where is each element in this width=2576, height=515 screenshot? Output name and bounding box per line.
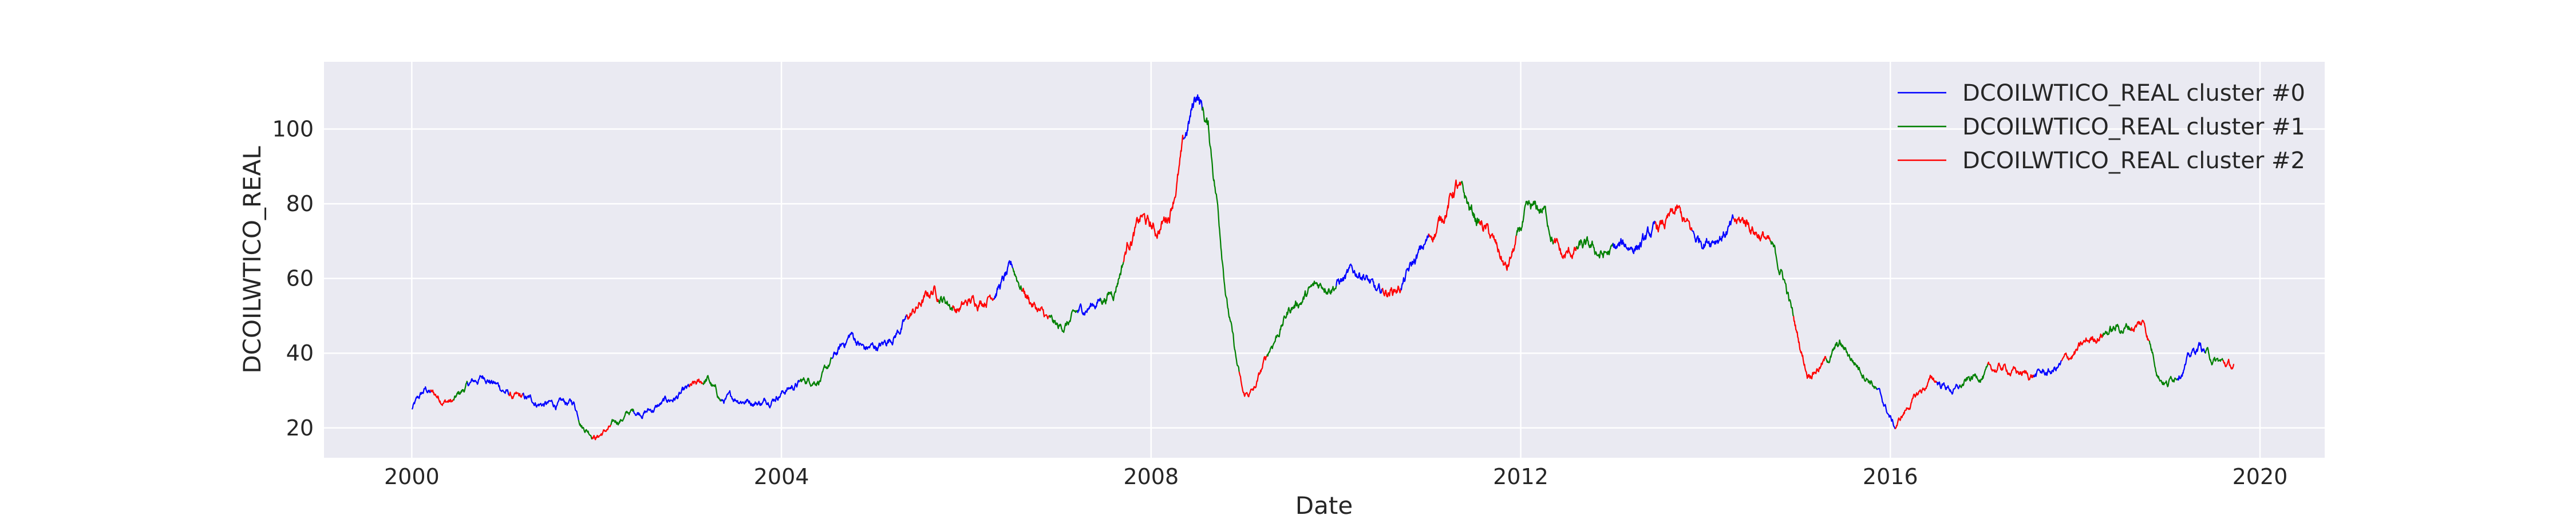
series-segment-cluster-0	[1612, 220, 1656, 255]
series-segment-cluster-0	[411, 386, 432, 410]
series-segment-cluster-0	[1876, 387, 1896, 430]
x-tick-label: 2012	[1493, 464, 1548, 489]
series-segment-cluster-1	[453, 381, 468, 401]
x-tick-label: 2008	[1123, 464, 1179, 489]
series-segment-cluster-2	[906, 285, 940, 320]
series-segment-cluster-2	[1123, 134, 1184, 263]
x-tick-label: 2016	[1863, 464, 1918, 489]
x-axis-label: Date	[1295, 492, 1353, 515]
series-segment-cluster-1	[1049, 309, 1078, 333]
series-segment-cluster-1	[2102, 323, 2131, 337]
series-segment-cluster-1	[1515, 200, 1554, 245]
y-tick-label: 80	[286, 191, 314, 216]
series-segment-cluster-0	[1077, 298, 1101, 316]
series-segment-cluster-2	[1428, 179, 1462, 243]
series-segment-cluster-2	[2130, 319, 2150, 342]
series-segment-cluster-0	[831, 314, 907, 359]
series-segment-cluster-2	[1381, 286, 1402, 298]
y-tick-label: 40	[286, 340, 314, 366]
series-segment-cluster-2	[1479, 220, 1517, 271]
y-tick-label: 20	[286, 415, 314, 441]
x-axis-ticks: 2000 2004 2008 2012 2016 2020	[384, 464, 2287, 489]
y-axis-ticks: 20 40 60 80 100	[272, 117, 314, 441]
legend-label-cluster-1: DCOILWTICO_REAL cluster #1	[1962, 114, 2305, 140]
series-segment-cluster-0	[993, 260, 1014, 300]
x-tick-label: 2020	[2233, 464, 2288, 489]
series-segment-cluster-2	[1553, 237, 1577, 259]
series-segment-cluster-0	[633, 383, 690, 419]
y-axis-label: DCOILWTICO_REAL	[238, 146, 266, 374]
series-segment-cluster-1	[610, 408, 634, 426]
series-segment-cluster-2	[2222, 358, 2235, 370]
series-segment-cluster-1	[1460, 180, 1480, 227]
series-segment-cluster-2	[1021, 287, 1050, 320]
series-segment-cluster-1	[1770, 240, 1795, 317]
series-segment-cluster-2	[1238, 355, 1268, 398]
series-segment-cluster-2	[1793, 316, 1827, 379]
series-segment-cluster-1	[1100, 262, 1124, 305]
series-segment-cluster-1	[1266, 280, 1337, 357]
series-segment-cluster-0	[1936, 381, 1961, 395]
series-segment-cluster-0	[1336, 263, 1383, 294]
data-series	[411, 94, 2235, 441]
series-segment-cluster-1	[1012, 267, 1023, 292]
y-tick-label: 100	[272, 117, 314, 142]
series-segment-cluster-1	[1202, 106, 1240, 372]
series-segment-cluster-1	[2204, 347, 2224, 366]
series-segment-cluster-2	[429, 389, 455, 406]
series-segment-cluster-1	[938, 296, 954, 311]
series-segment-cluster-2	[591, 424, 611, 441]
series-segment-cluster-1	[1576, 236, 1614, 259]
series-segment-cluster-0	[467, 375, 509, 395]
series-segment-cluster-2	[1894, 374, 1938, 430]
series-segment-cluster-2	[1987, 361, 2034, 381]
legend: DCOILWTICO_REAL cluster #0 DCOILWTICO_RE…	[1898, 80, 2305, 174]
series-segment-cluster-0	[1691, 214, 1735, 249]
series-segment-cluster-2	[508, 391, 524, 399]
series-segment-cluster-2	[689, 378, 704, 387]
series-segment-cluster-1	[578, 419, 593, 439]
series-segment-cluster-0	[2033, 360, 2063, 378]
legend-label-cluster-0: DCOILWTICO_REAL cluster #0	[1962, 80, 2305, 106]
series-segment-cluster-0	[522, 393, 579, 421]
y-tick-label: 60	[286, 266, 314, 291]
series-segment-cluster-0	[1183, 94, 1203, 140]
series-segment-cluster-1	[2148, 340, 2178, 387]
series-segment-cluster-2	[1733, 216, 1771, 242]
x-tick-label: 2004	[754, 464, 809, 489]
series-segment-cluster-0	[721, 379, 800, 409]
series-segment-cluster-2	[2061, 333, 2104, 362]
series-segment-cluster-0	[2176, 342, 2206, 381]
x-tick-label: 2000	[384, 464, 440, 489]
plot-background	[324, 62, 2325, 458]
series-segment-cluster-2	[951, 294, 995, 314]
series-segment-cluster-1	[1959, 364, 1989, 389]
series-segment-cluster-1	[702, 375, 722, 402]
grid-lines	[324, 62, 2325, 458]
legend-label-cluster-2: DCOILWTICO_REAL cluster #2	[1962, 148, 2305, 174]
series-segment-cluster-2	[1654, 204, 1693, 233]
series-segment-cluster-0	[1400, 233, 1429, 291]
series-segment-cluster-1	[1825, 339, 1878, 390]
series-segment-cluster-1	[799, 357, 833, 387]
